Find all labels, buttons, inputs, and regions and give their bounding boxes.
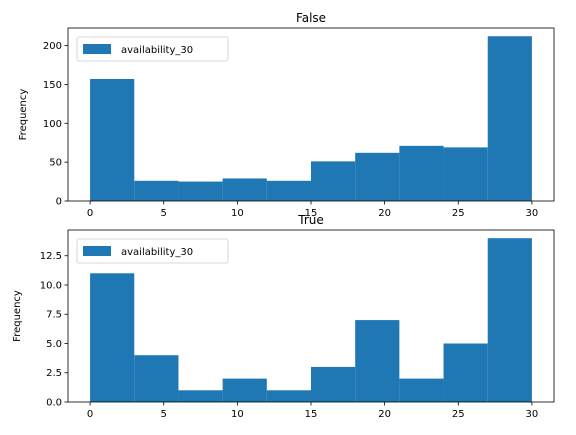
y-tick-label: 12.5 xyxy=(40,251,62,262)
legend-swatch xyxy=(83,246,111,256)
histogram-bar xyxy=(399,146,443,201)
legend-label: availability_30 xyxy=(121,247,193,258)
y-tick-label: 7.5 xyxy=(46,310,62,321)
subplot-title: True xyxy=(297,213,324,227)
y-tick-label: 10.0 xyxy=(40,280,62,291)
histogram-bar xyxy=(90,79,134,201)
histogram-bar xyxy=(134,181,178,201)
histogram-bar xyxy=(355,153,399,201)
legend: availability_30 xyxy=(77,37,228,61)
histogram-bar xyxy=(223,178,267,201)
y-tick-label: 50 xyxy=(49,158,62,169)
x-tick-label: 0 xyxy=(87,409,93,420)
x-tick-label: 20 xyxy=(378,208,391,219)
histogram-bar xyxy=(267,390,311,402)
x-tick-label: 25 xyxy=(452,409,465,420)
histogram-bar xyxy=(444,343,488,402)
histogram-bar xyxy=(178,390,222,402)
x-tick-label: 5 xyxy=(161,409,167,420)
y-tick-label: 150 xyxy=(43,80,62,91)
histogram-bar xyxy=(444,147,488,201)
x-tick-label: 30 xyxy=(526,208,539,219)
histogram-bar xyxy=(355,320,399,402)
y-axis-label: Frequency xyxy=(12,290,23,342)
x-tick-label: 10 xyxy=(231,208,244,219)
y-tick-label: 200 xyxy=(43,41,62,52)
legend-swatch xyxy=(83,44,111,54)
x-tick-label: 30 xyxy=(526,409,539,420)
y-axis: 0 50 100 150 200 xyxy=(43,41,68,207)
y-tick-label: 2.5 xyxy=(46,368,62,379)
x-tick-label: 20 xyxy=(378,409,391,420)
x-tick-label: 5 xyxy=(161,208,167,219)
x-tick-label: 10 xyxy=(231,409,244,420)
histogram-bar xyxy=(178,182,222,201)
histogram-bar xyxy=(90,273,134,402)
x-tick-label: 25 xyxy=(452,208,465,219)
x-tick-label: 0 xyxy=(87,208,93,219)
histogram-bar xyxy=(134,355,178,402)
histogram-bar xyxy=(311,367,355,402)
histogram-bar xyxy=(267,181,311,201)
histogram-bar xyxy=(311,161,355,201)
x-axis: 0 5 10 15 20 25 30 xyxy=(87,402,538,420)
y-tick-label: 5.0 xyxy=(46,339,62,350)
y-tick-label: 100 xyxy=(43,119,62,130)
legend: availability_30 xyxy=(77,239,228,263)
y-tick-label: 0.0 xyxy=(46,398,62,409)
y-axis-label: Frequency xyxy=(18,89,29,141)
legend-label: availability_30 xyxy=(121,45,193,56)
histogram-bar xyxy=(223,379,267,402)
subplot-title: False xyxy=(296,11,326,25)
x-tick-label: 15 xyxy=(305,409,318,420)
y-axis: 0.0 2.5 5.0 7.5 10.0 12.5 xyxy=(40,251,68,408)
histogram-bar xyxy=(488,36,532,201)
histogram-bar xyxy=(488,238,532,402)
histogram-bar xyxy=(399,379,443,402)
y-tick-label: 0 xyxy=(56,197,62,208)
subplot-true: 0 5 10 15 20 25 30 0.0 2.5 5.0 7.5 10.0 12.5 Freque… xyxy=(12,213,554,420)
